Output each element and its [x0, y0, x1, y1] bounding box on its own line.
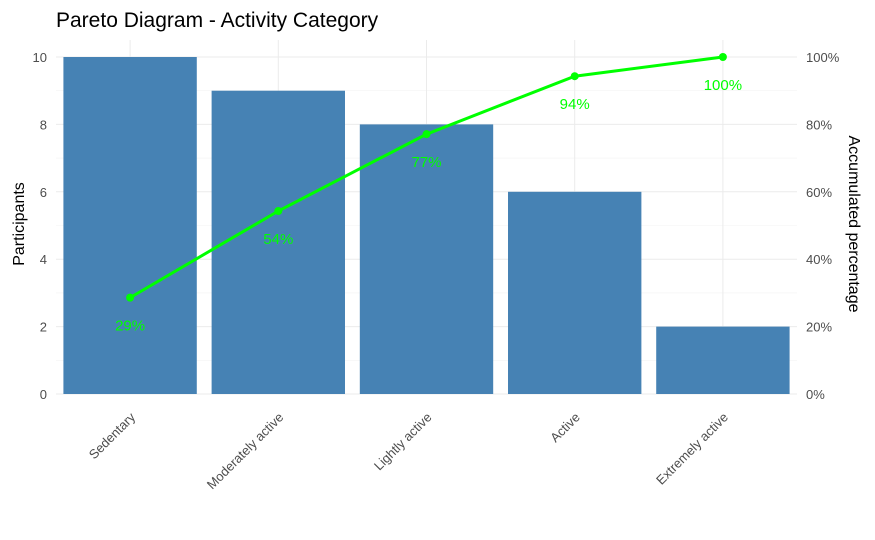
bar-3	[508, 191, 642, 394]
y-tick-label: 8	[40, 117, 47, 132]
cumulative-point-4	[718, 53, 727, 61]
cumulative-label-4: 100%	[704, 77, 742, 94]
x-axis: Sedentary Moderately active Lightly active…	[86, 409, 731, 492]
y-axis-left: 0 2 4 6 8 10	[33, 50, 47, 402]
cumulative-point-2	[422, 130, 431, 139]
x-tick-label: Moderately active	[204, 410, 287, 493]
y-tick-label: 4	[40, 252, 47, 267]
bar-1	[211, 90, 345, 394]
y2-tick-label: 40%	[806, 252, 832, 267]
cumulative-label-2: 77%	[411, 154, 441, 171]
bar-2	[359, 124, 494, 395]
y-axis-right: 0% 20% 40% 60% 80% 100%	[806, 50, 840, 402]
y-tick-label: 2	[40, 320, 47, 335]
bar-0	[63, 57, 197, 394]
y-tick-label: 6	[40, 185, 47, 200]
cumulative-point-1	[274, 207, 283, 216]
y2-tick-label: 20%	[806, 320, 832, 335]
y-tick-label: 10	[33, 50, 47, 65]
chart-title: Pareto Diagram - Activity Category	[56, 9, 379, 32]
cumulative-labels: 29% 54% 77% 94% 100%	[115, 77, 742, 335]
x-tick-label: Sedentary	[86, 409, 139, 462]
cumulative-line	[126, 53, 727, 302]
cumulative-label-3: 94%	[560, 96, 590, 113]
y2-axis-title: Accumulated percentage	[845, 136, 862, 313]
y-tick-label: 0	[40, 387, 47, 402]
y2-tick-label: 80%	[806, 117, 832, 132]
cumulative-point-0	[126, 293, 135, 302]
y2-tick-label: 0%	[806, 387, 825, 402]
cumulative-label-0: 29%	[115, 318, 145, 335]
y-axis-title: Participants	[11, 182, 28, 266]
bars	[63, 57, 790, 395]
x-tick-label: Extremely active	[653, 410, 731, 488]
y2-tick-label: 60%	[806, 185, 832, 200]
x-tick-label: Lightly active	[371, 410, 435, 474]
cumulative-label-1: 54%	[263, 231, 293, 248]
cumulative-point-3	[570, 72, 579, 81]
bar-4	[656, 326, 790, 394]
y2-tick-label: 100%	[806, 50, 840, 65]
x-tick-label: Active	[547, 410, 583, 446]
